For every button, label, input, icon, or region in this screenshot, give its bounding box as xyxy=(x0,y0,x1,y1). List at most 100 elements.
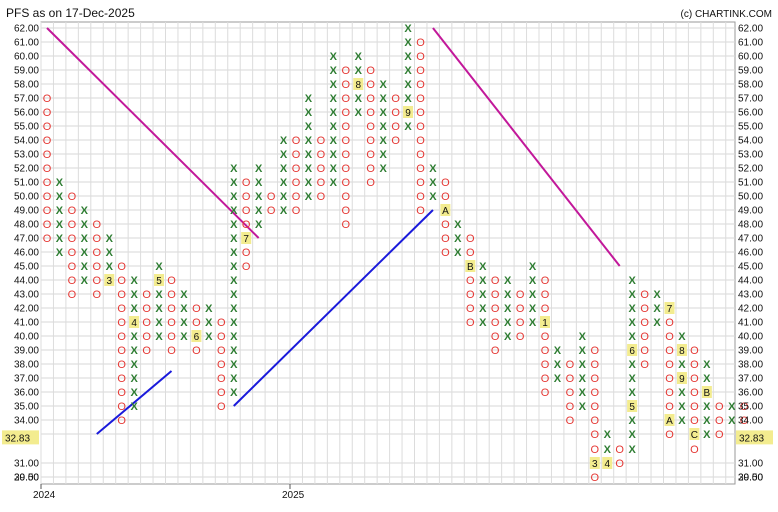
x-box: X xyxy=(130,289,138,301)
o-box: O xyxy=(441,177,450,189)
o-box: O xyxy=(416,93,425,105)
x-box: X xyxy=(155,331,163,343)
x-box: X xyxy=(529,303,537,315)
x-box: X xyxy=(255,191,263,203)
o-box: O xyxy=(416,79,425,91)
o-box: O xyxy=(416,37,425,49)
y-tick-label-left: 57.00 xyxy=(14,94,39,105)
x-box: X xyxy=(155,303,163,315)
x-box: X xyxy=(628,444,636,456)
o-box: O xyxy=(416,51,425,63)
o-box: O xyxy=(466,233,475,245)
y-tick-label-right: 48.00 xyxy=(738,220,763,231)
o-box: O xyxy=(167,289,176,301)
o-box: O xyxy=(167,345,176,357)
x-box: X xyxy=(330,177,338,189)
o-box: O xyxy=(566,387,575,399)
x-box: X xyxy=(230,275,238,287)
o-box: O xyxy=(142,303,151,315)
o-box: O xyxy=(192,303,201,315)
o-box: O xyxy=(117,275,126,287)
o-box: O xyxy=(591,373,600,385)
o-box: O xyxy=(93,247,102,259)
x-box: X xyxy=(429,163,437,175)
o-box: O xyxy=(267,191,276,203)
o-box: O xyxy=(342,93,351,105)
o-box: O xyxy=(342,149,351,161)
y-tick-label-left: 52.00 xyxy=(14,164,39,175)
o-box: O xyxy=(690,359,699,371)
x-box: X xyxy=(529,275,537,287)
y-tick-label-right: 51.00 xyxy=(738,178,763,189)
o-box: O xyxy=(68,261,77,273)
y-tick-label-right: 44.00 xyxy=(738,276,763,287)
month-marker: 3 xyxy=(106,276,112,287)
o-box: O xyxy=(292,149,301,161)
o-box: O xyxy=(591,429,600,441)
o-box: O xyxy=(292,205,301,217)
x-box: X xyxy=(56,219,64,231)
o-box: O xyxy=(391,107,400,119)
x-box: X xyxy=(554,359,562,371)
o-box: O xyxy=(416,205,425,217)
x-box: X xyxy=(230,303,238,315)
month-marker-bg xyxy=(602,457,613,469)
y-tick-label-left: 45.00 xyxy=(14,262,39,273)
o-box: O xyxy=(640,303,649,315)
x-box: X xyxy=(330,51,338,63)
o-box: O xyxy=(43,205,52,217)
o-box: O xyxy=(366,79,375,91)
month-marker: 3 xyxy=(592,459,598,470)
month-marker: 9 xyxy=(405,108,411,119)
month-marker-bg xyxy=(540,316,550,328)
o-box: O xyxy=(317,149,326,161)
x-box: X xyxy=(379,107,387,119)
o-box: O xyxy=(43,149,52,161)
o-box: O xyxy=(342,177,351,189)
x-box: X xyxy=(205,331,213,343)
month-marker: 6 xyxy=(629,346,635,357)
o-box: O xyxy=(591,345,600,357)
resistance-trendline xyxy=(46,27,260,239)
x-box: X xyxy=(255,219,263,231)
o-box: O xyxy=(366,135,375,147)
x-box: X xyxy=(554,373,562,385)
y-tick-label-left: 58.00 xyxy=(14,80,39,91)
o-box: O xyxy=(541,289,550,301)
o-box: O xyxy=(43,191,52,203)
y-tick-label-left: 35.00 xyxy=(14,402,39,413)
o-box: O xyxy=(715,429,724,441)
y-tick-label-left: 62.00 xyxy=(14,24,39,35)
svg-text:32.83: 32.83 xyxy=(739,433,764,444)
o-box: O xyxy=(93,261,102,273)
o-box: O xyxy=(292,135,301,147)
x-box: X xyxy=(628,429,636,441)
month-marker-bg xyxy=(676,344,687,356)
x-box: X xyxy=(230,205,238,217)
x-box: X xyxy=(280,177,288,189)
o-box: O xyxy=(167,303,176,315)
o-box: O xyxy=(466,275,475,287)
o-box: O xyxy=(441,191,450,203)
x-box: X xyxy=(330,107,338,119)
x-box: X xyxy=(81,261,89,273)
x-box: X xyxy=(180,289,188,301)
x-box: X xyxy=(678,331,686,343)
x-box: X xyxy=(230,163,238,175)
y-tick-label-right: 61.00 xyxy=(738,38,763,49)
y-tick-label-right: 35.00 xyxy=(738,402,763,413)
o-box: O xyxy=(242,219,251,231)
month-marker: 8 xyxy=(679,346,685,357)
o-box: O xyxy=(690,373,699,385)
x-box: X xyxy=(678,401,686,413)
y-tick-label-right: 56.00 xyxy=(738,108,763,119)
x-box: X xyxy=(230,373,238,385)
o-box: O xyxy=(167,317,176,329)
o-box: O xyxy=(142,289,151,301)
month-marker-bg xyxy=(664,414,675,426)
y-tick-label-right: 30.00 xyxy=(738,473,763,484)
x-box: X xyxy=(703,429,711,441)
o-box: O xyxy=(342,135,351,147)
x-box: X xyxy=(205,317,213,329)
month-marker-bg xyxy=(589,457,600,469)
